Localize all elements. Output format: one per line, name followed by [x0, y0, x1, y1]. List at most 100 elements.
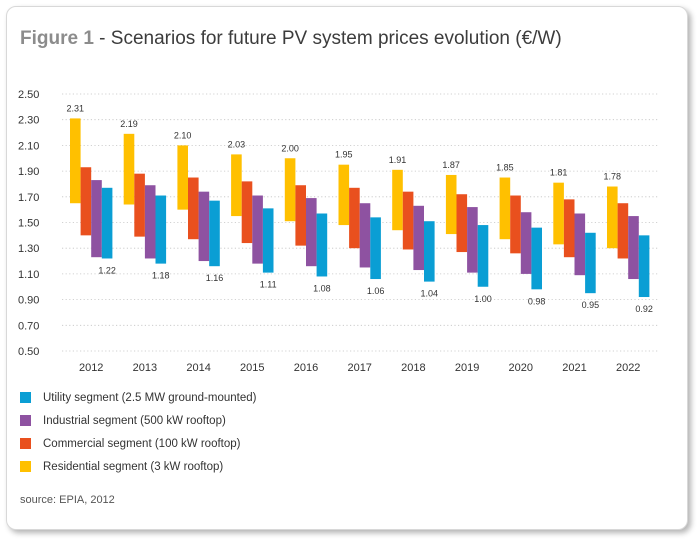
- bar-utility-2012: [101, 187, 113, 259]
- x-tick-label: 2019: [455, 362, 479, 374]
- y-tick-label: 1.90: [18, 166, 39, 178]
- bar-utility-2015: [262, 208, 274, 273]
- x-tick-label: 2017: [347, 362, 371, 374]
- bar-residential-2020: [499, 177, 511, 240]
- bar-industrial-2020: [520, 212, 532, 274]
- bar-commercial-2013: [134, 173, 145, 237]
- bar-commercial-2016: [295, 185, 306, 246]
- y-tick-label: 1.30: [18, 243, 39, 255]
- bar-industrial-2014: [198, 191, 210, 262]
- bar-utility-2014: [209, 200, 220, 267]
- bar-residential-2019: [445, 174, 457, 235]
- data-label-utility-low: 1.22: [98, 265, 116, 275]
- bar-commercial-2015: [241, 181, 253, 244]
- x-tick-label: 2020: [509, 362, 533, 374]
- y-tick-label: 2.30: [18, 115, 39, 127]
- y-tick-label: 0.70: [18, 320, 39, 332]
- bar-commercial-2021: [563, 199, 575, 258]
- bar-industrial-2017: [359, 203, 371, 268]
- y-tick-label: 1.50: [18, 218, 39, 230]
- legend-label: Commercial segment (100 kW rooftop): [43, 437, 241, 450]
- bar-utility-2018: [424, 221, 435, 282]
- bar-industrial-2018: [413, 205, 424, 271]
- data-label-utility-low: 1.06: [367, 286, 385, 296]
- source-note: source: EPIA, 2012: [20, 494, 115, 506]
- legend-item-commercial: Commercial segment (100 kW rooftop): [20, 432, 256, 455]
- legend-swatch-industrial: [20, 415, 31, 426]
- data-label-residential-high: 2.00: [281, 143, 299, 153]
- data-label-utility-low: 0.92: [635, 304, 653, 314]
- data-label-residential-high: 2.31: [67, 103, 85, 113]
- data-label-utility-low: 1.08: [313, 283, 331, 293]
- source-label: source:: [20, 494, 57, 506]
- bar-commercial-2018: [402, 191, 414, 250]
- bar-residential-2016: [284, 158, 296, 222]
- title-separator: -: [93, 28, 111, 49]
- bar-industrial-2016: [306, 198, 317, 267]
- x-tick-label: 2022: [616, 362, 640, 374]
- data-label-utility-low: 1.11: [260, 280, 277, 290]
- bar-utility-2020: [531, 227, 542, 290]
- bar-utility-2017: [370, 217, 381, 280]
- data-label-utility-low: 1.04: [421, 289, 439, 299]
- bar-commercial-2022: [617, 203, 629, 259]
- x-tick-label: 2012: [79, 362, 103, 374]
- bar-industrial-2019: [467, 207, 478, 273]
- y-tick-label: 0.50: [18, 346, 39, 358]
- bar-residential-2012: [70, 118, 81, 204]
- bar-commercial-2019: [456, 194, 468, 253]
- bar-commercial-2012: [80, 167, 92, 236]
- figure-card: [6, 6, 688, 530]
- data-label-residential-high: 2.19: [120, 119, 138, 129]
- bar-utility-2021: [585, 232, 596, 294]
- bar-residential-2014: [177, 145, 188, 210]
- figure-title-text: Scenarios for future PV system prices ev…: [110, 28, 562, 49]
- bar-industrial-2015: [252, 195, 263, 264]
- bar-industrial-2022: [628, 216, 639, 280]
- source-text: EPIA, 2012: [59, 494, 115, 506]
- legend-swatch-utility: [20, 392, 31, 403]
- legend-item-industrial: Industrial segment (500 kW rooftop): [20, 409, 256, 432]
- bar-utility-2016: [316, 213, 328, 277]
- data-label-residential-high: 1.87: [442, 160, 460, 170]
- bar-industrial-2012: [91, 180, 102, 258]
- data-label-residential-high: 1.78: [604, 172, 622, 182]
- chart-bars: [70, 118, 650, 298]
- bar-residential-2017: [338, 164, 350, 226]
- x-tick-label: 2014: [186, 362, 210, 374]
- data-label-utility-low: 0.95: [582, 300, 600, 310]
- legend-item-residential: Residential segment (3 kW rooftop): [20, 455, 256, 478]
- data-label-utility-low: 0.98: [528, 296, 546, 306]
- bar-residential-2015: [231, 154, 242, 217]
- data-label-utility-low: 1.00: [474, 294, 492, 304]
- bar-utility-2022: [638, 235, 650, 298]
- legend-item-utility: Utility segment (2.5 MW ground-mounted): [20, 386, 256, 409]
- y-tick-label: 2.10: [18, 140, 39, 152]
- bar-commercial-2017: [349, 187, 360, 249]
- chart-data-labels: 2.31 1.22 2.19 1.18 2.10 1.16 2.03 1.11 2.00 1.08…: [67, 103, 653, 314]
- data-label-utility-low: 1.18: [152, 271, 170, 281]
- data-label-residential-high: 1.95: [335, 150, 353, 160]
- legend-swatch-commercial: [20, 438, 31, 449]
- bar-commercial-2020: [510, 195, 521, 254]
- legend-label: Utility segment (2.5 MW ground-mounted): [43, 391, 257, 404]
- bar-commercial-2014: [188, 177, 199, 240]
- y-axis: 0.50 0.70 0.90 1.10 1.30 1.50 1.70 1.90 2.10 2.30…: [18, 89, 39, 358]
- y-tick-label: 0.90: [18, 295, 39, 307]
- y-tick-label: 2.50: [18, 89, 39, 101]
- data-label-residential-high: 2.10: [174, 130, 192, 140]
- data-label-residential-high: 1.91: [389, 155, 407, 165]
- data-label-residential-high: 2.03: [228, 139, 246, 149]
- legend-label: Industrial segment (500 kW rooftop): [43, 414, 226, 427]
- bar-residential-2018: [392, 169, 403, 231]
- x-tick-label: 2018: [401, 362, 425, 374]
- figure-title: Figure 1 - Scenarios for future PV syste…: [20, 28, 562, 50]
- x-tick-label: 2015: [240, 362, 264, 374]
- legend-label: Residential segment (3 kW rooftop): [43, 460, 224, 473]
- chart-legend: Utility segment (2.5 MW ground-mounted) I…: [20, 386, 256, 478]
- y-tick-label: 1.70: [18, 192, 39, 204]
- bar-utility-2019: [477, 225, 489, 287]
- bar-residential-2013: [123, 133, 135, 205]
- figure-label: Figure 1: [20, 28, 94, 49]
- data-label-utility-low: 1.16: [206, 273, 224, 283]
